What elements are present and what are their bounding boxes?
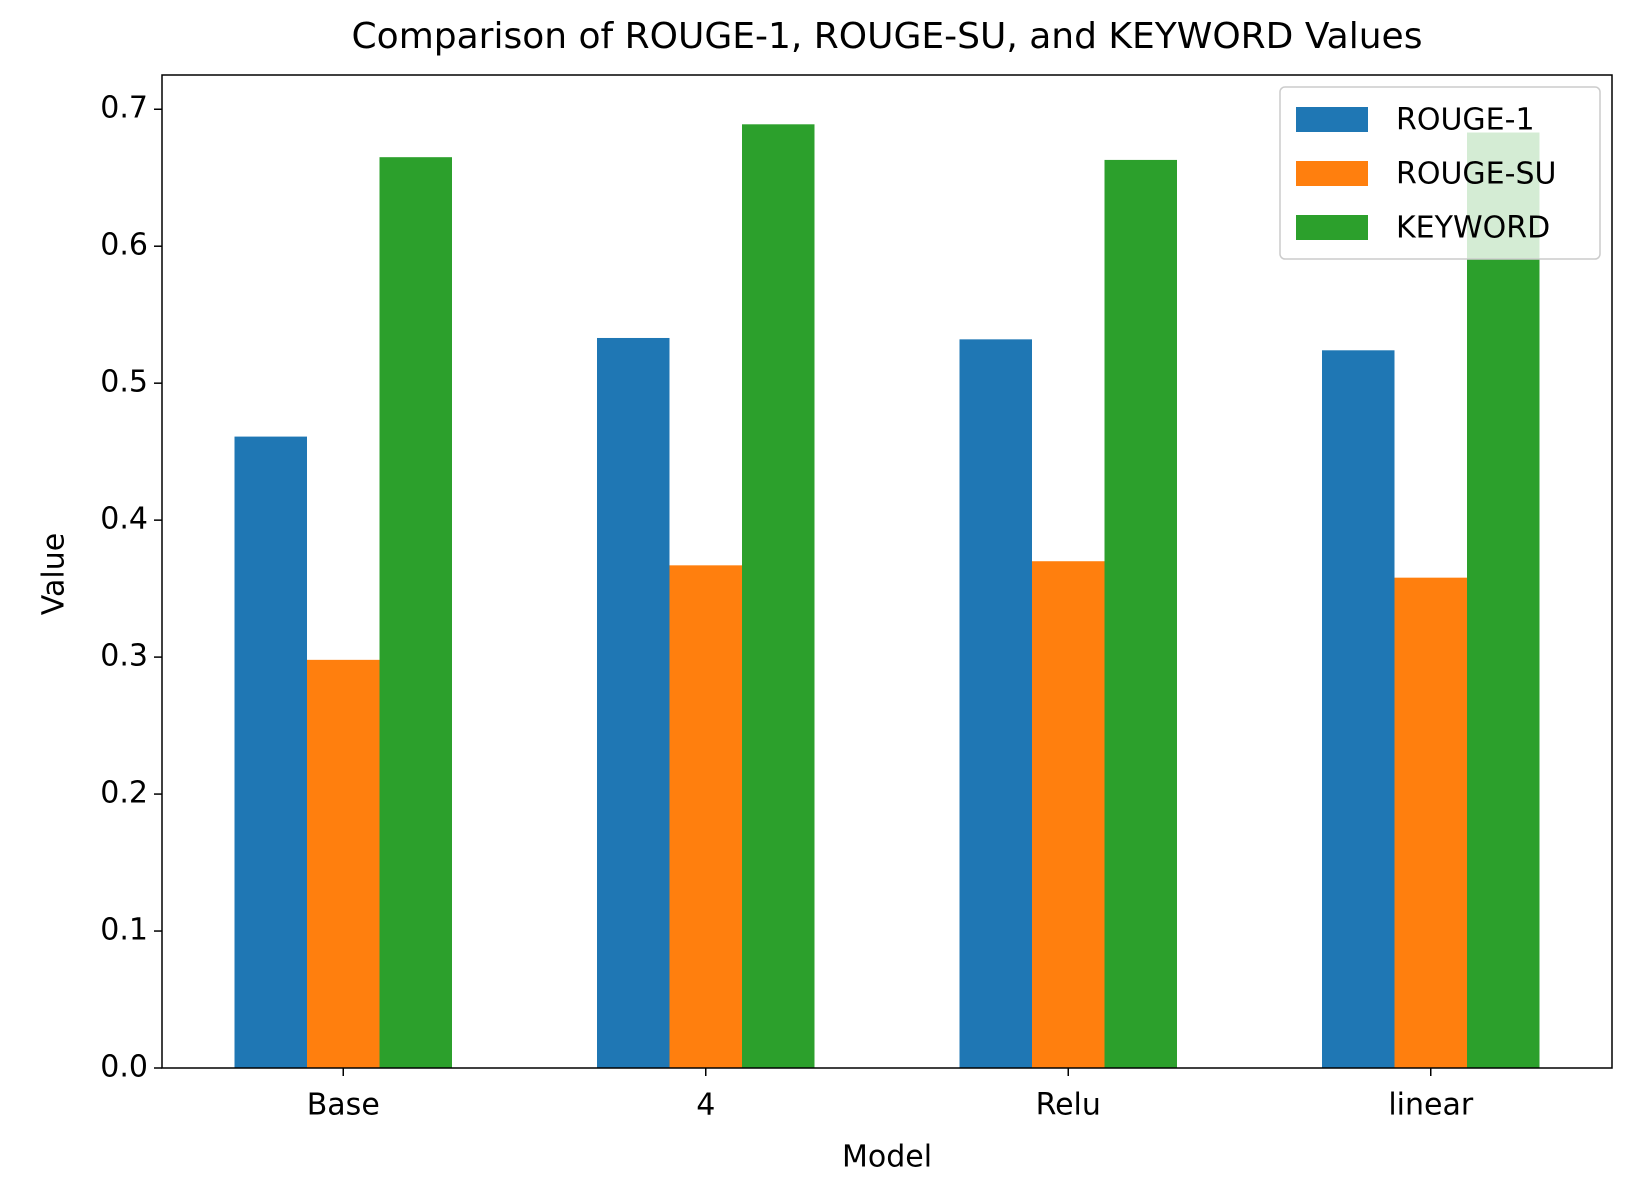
bar (1394, 577, 1467, 1068)
x-axis-label: Model (842, 1140, 932, 1175)
bar (1104, 159, 1177, 1068)
x-tick-label: Base (307, 1088, 380, 1123)
legend-label: ROUGE-1 (1396, 103, 1535, 138)
bar (379, 157, 452, 1068)
bar (959, 339, 1032, 1068)
legend-swatch (1296, 215, 1368, 240)
legend-label: ROUGE-SU (1396, 157, 1556, 192)
x-tick-label: 4 (696, 1088, 715, 1123)
bar (1032, 561, 1105, 1068)
bar (1322, 350, 1395, 1069)
legend: ROUGE-1 ROUGE-SU KEYWORD (1279, 86, 1601, 260)
y-tick-label: 0.2 (100, 776, 148, 811)
y-axis-label: Value (37, 533, 72, 615)
bar (307, 659, 380, 1068)
legend-label: KEYWORD (1396, 211, 1550, 246)
y-tick-label: 0.7 (100, 91, 148, 126)
y-tick-label: 0.1 (100, 913, 148, 948)
bar (597, 337, 670, 1069)
y-tick-label: 0.5 (100, 365, 148, 400)
plot-frame (161, 74, 1613, 1069)
bar (742, 124, 815, 1068)
bar (669, 565, 742, 1068)
y-tick-label: 0.0 (100, 1050, 148, 1085)
x-tick-label: linear (1388, 1088, 1474, 1123)
y-tick-label: 0.4 (100, 502, 148, 537)
x-tick-label: Relu (1036, 1088, 1101, 1123)
legend-swatch (1296, 161, 1368, 186)
y-tick-label: 0.6 (100, 228, 148, 263)
y-tick-label: 0.3 (100, 639, 148, 674)
legend-swatch (1296, 107, 1368, 132)
bar (1467, 132, 1540, 1068)
bar (234, 436, 307, 1068)
chart-title: Comparison of ROUGE-1, ROUGE-SU, and KEY… (352, 16, 1423, 57)
